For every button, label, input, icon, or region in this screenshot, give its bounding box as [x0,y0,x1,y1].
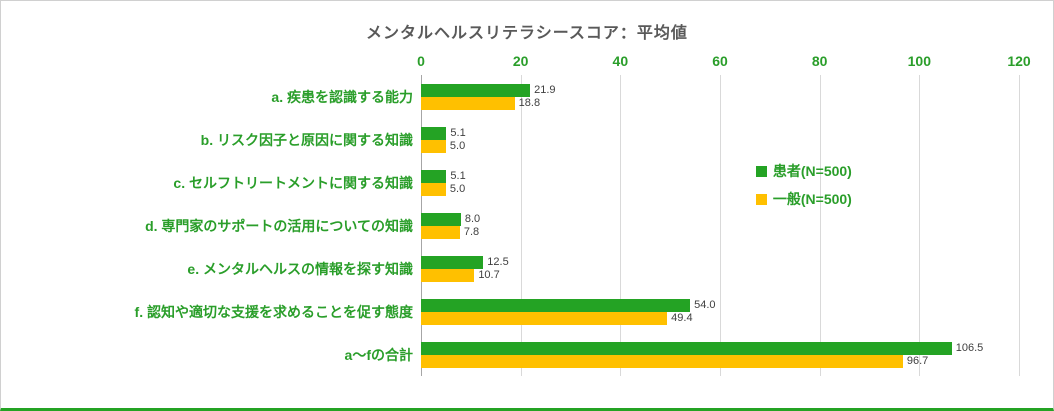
legend-item: 一般(N=500) [755,189,852,209]
bar-series-0 [421,212,461,226]
x-tick-label: 60 [712,53,728,69]
chart-row: 106.5 96.7 [421,333,1019,376]
value-label: 5.0 [449,183,466,195]
bar-line: 5.1 [421,169,1019,183]
bar-line: 106.5 [421,341,1019,355]
bar-series-0 [421,298,691,312]
category-label: c. セルフトリートメントに関する知識 [173,174,413,191]
gridline [620,75,622,376]
category-labels: a. 疾患を認識する能力 b. リスク因子と原因に関する知識 c. セルフトリートメ… [1,75,421,376]
bar-series-1 [421,354,903,368]
gridline [720,75,721,376]
bar-line: 5.0 [421,182,1019,196]
value-label: 49.4 [671,312,693,324]
bar-series-0 [421,255,484,269]
bar-line: 49.4 [421,311,1019,325]
bar-line: 21.9 [421,83,1019,97]
category-label: d. 専門家のサポートの活用についての知識 [145,217,413,234]
category-label: f. 認知や適切な支援を求めることを促す態度 [134,303,413,320]
category-label: a. 疾患を認識する能力 [271,88,413,105]
category-label: b. リスク因子と原因に関する知識 [200,131,413,148]
chart-row: 5.1 5.0 [421,118,1019,161]
value-label: 8.0 [464,213,481,225]
x-axis-ticks: 0 20 40 60 80 100 120 [417,53,1031,73]
gridline [919,75,921,376]
bar-series-1 [421,182,446,196]
bar-series-0 [421,126,447,140]
gridline [520,75,522,376]
bar-series-0 [421,169,447,183]
x-tick-label: 0 [417,53,425,69]
x-tick-label: 100 [907,53,932,69]
x-tick-label: 20 [512,53,529,69]
x-tick-label: 40 [612,53,629,69]
category-label: a〜fの合計 [344,346,413,363]
value-label: 10.7 [478,269,500,281]
bar-line: 7.8 [421,225,1019,239]
value-label: 21.9 [534,84,556,96]
value-label: 106.5 [955,342,984,354]
chart-row: 5.1 5.0 [421,161,1019,204]
legend-label: 一般(N=500) [772,191,852,207]
legend-item: 患者(N=500) [755,161,852,181]
chart-row: 21.9 18.8 [421,75,1019,118]
bar-series-1 [421,96,515,110]
category-label: e. メンタルヘルスの情報を探す知識 [187,260,413,277]
value-label: 96.7 [906,355,929,367]
value-label: 12.5 [487,256,509,268]
bar-series-1 [421,268,475,282]
chart-title: メンタルヘルスリテラシースコア：平均値 [366,25,688,42]
value-label: 5.1 [450,127,466,139]
gridline [1019,75,1020,376]
bar-line: 8.0 [421,212,1019,226]
bar-line: 12.5 [421,255,1019,269]
bar-line: 5.0 [421,139,1019,153]
bar-line: 18.8 [421,96,1019,110]
value-label: 18.8 [518,97,541,109]
legend-swatch-icon [755,193,767,205]
chart-body: a. 疾患を認識する能力 b. リスク因子と原因に関する知識 c. セルフトリートメ… [1,75,1020,376]
chart-rows: 21.9 18.8 5.1 5.0 5.1 5.0 8.0 7.8 12.5 10.7 54.0 49… [421,75,1019,376]
value-label: 54.0 [694,299,716,311]
gridline [819,75,821,376]
bar-line: 54.0 [421,298,1019,312]
bar-series-1 [421,311,668,325]
value-label: 5.0 [449,140,466,152]
chart-row: 8.0 7.8 [421,204,1019,247]
bar-line: 5.1 [421,126,1019,140]
x-tick-label: 80 [811,53,828,69]
bar-series-1 [421,225,460,239]
bar-series-1 [421,139,446,153]
bar-series-0 [421,83,531,97]
legend-label: 患者(N=500) [772,163,852,179]
x-tick-label: 120 [1007,53,1031,69]
bar-line: 10.7 [421,268,1019,282]
bar-line: 96.7 [421,354,1019,368]
legend-swatch-icon [755,165,767,177]
plot-area: 21.9 18.8 5.1 5.0 5.1 5.0 8.0 7.8 12.5 10.7 54.0 49… [421,75,1020,376]
value-label: 5.1 [450,170,466,182]
chart-row: 54.0 49.4 [421,290,1019,333]
value-label: 7.8 [463,226,480,238]
chart-row: 12.5 10.7 [421,247,1019,290]
legend: 患者(N=500) 一般(N=500) [755,161,852,209]
bar-series-0 [421,341,952,355]
